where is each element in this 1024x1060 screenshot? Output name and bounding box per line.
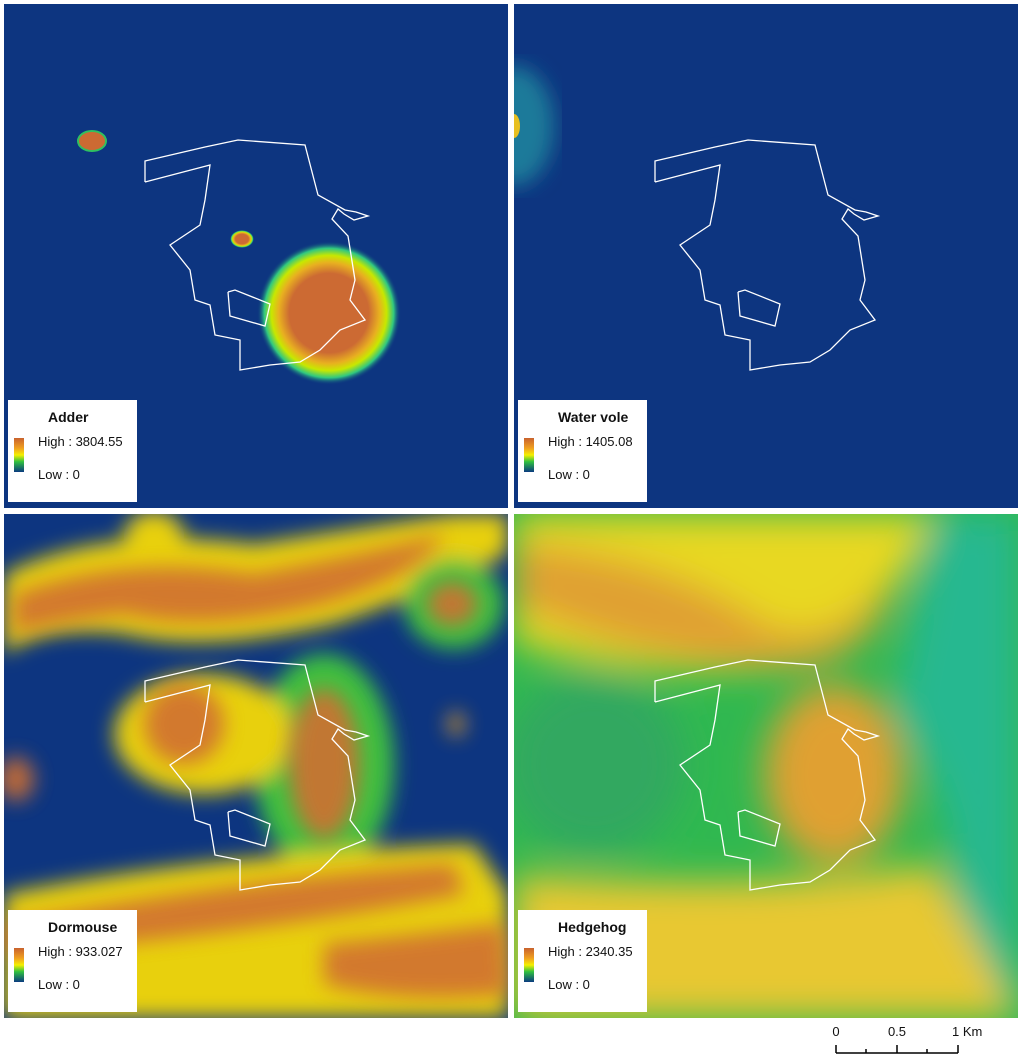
- legend-ramp: [14, 948, 24, 982]
- scale-bar: [835, 1045, 959, 1054]
- legend-high: High : 933.027: [38, 944, 123, 959]
- legend-ramp: [14, 438, 24, 472]
- legend: Dormouse High : 933.027 Low : 0: [8, 910, 137, 1012]
- legend-low: Low : 0: [38, 977, 80, 992]
- scale-label: 0.5: [888, 1024, 906, 1039]
- scale-label: 1 Km: [952, 1024, 982, 1039]
- legend: Hedgehog High : 2340.35 Low : 0: [518, 910, 647, 1012]
- legend-title: Hedgehog: [558, 919, 626, 935]
- legend-high: High : 1405.08: [548, 434, 633, 449]
- legends: Adder High : 3804.55 Low : 0 Water vole High…: [8, 400, 647, 1012]
- legend-low: Low : 0: [38, 467, 80, 482]
- legend-box: [8, 910, 137, 1012]
- legend-box: [8, 400, 137, 502]
- legend-title: Water vole: [558, 409, 628, 425]
- legend-box: [518, 910, 647, 1012]
- legend: Adder High : 3804.55 Low : 0: [8, 400, 137, 502]
- legend-ramp: [524, 948, 534, 982]
- scale-label: 0: [832, 1024, 839, 1039]
- legend: Water vole High : 1405.08 Low : 0: [518, 400, 647, 502]
- legend-high: High : 2340.35: [548, 944, 633, 959]
- legend-title: Adder: [48, 409, 89, 425]
- legend-title: Dormouse: [48, 919, 117, 935]
- legend-high: High : 3804.55: [38, 434, 123, 449]
- legend-low: Low : 0: [548, 467, 590, 482]
- legend-box: [518, 400, 647, 502]
- legend-low: Low : 0: [548, 977, 590, 992]
- legend-ramp: [524, 438, 534, 472]
